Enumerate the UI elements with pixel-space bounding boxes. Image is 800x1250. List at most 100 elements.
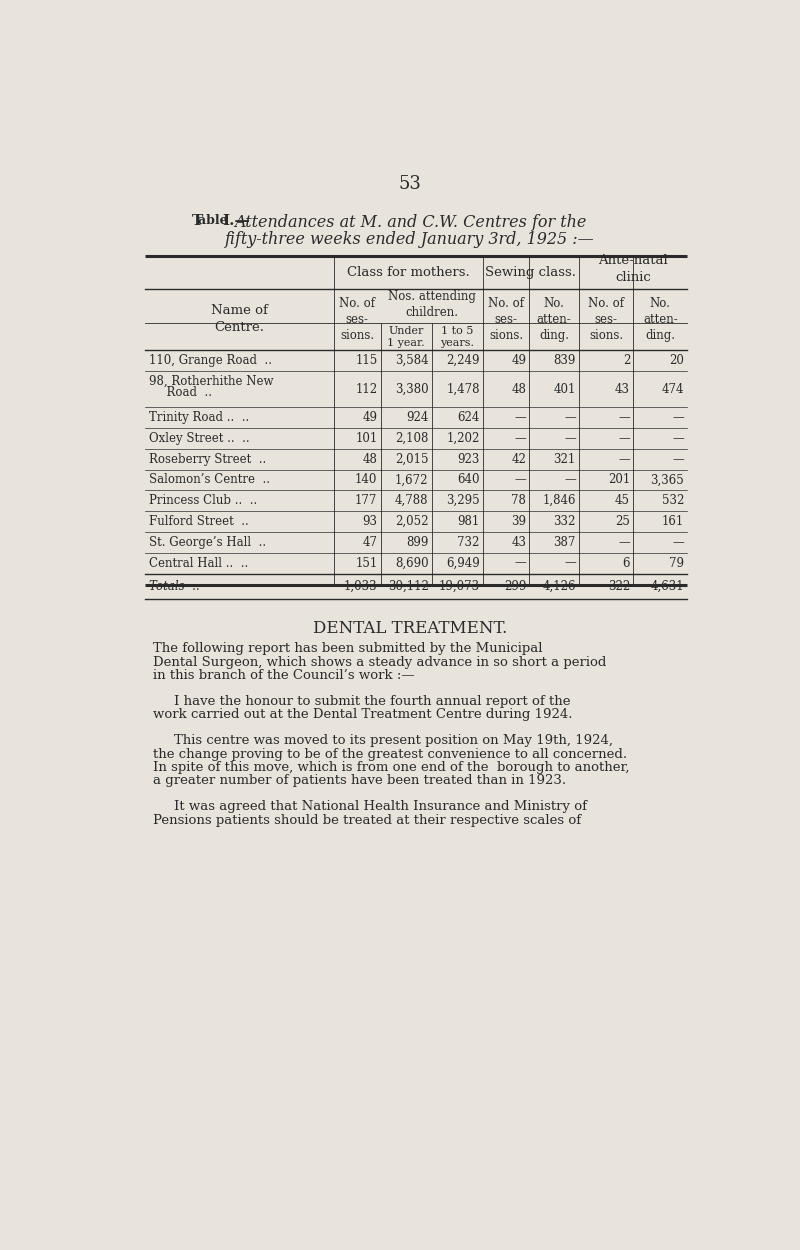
Text: 2: 2 [622, 354, 630, 367]
Text: It was agreed that National Health Insurance and Ministry of: It was agreed that National Health Insur… [174, 800, 586, 814]
Text: The following report has been submitted by the Municipal: The following report has been submitted … [153, 642, 542, 655]
Text: 1,478: 1,478 [446, 382, 480, 395]
Text: 79: 79 [670, 556, 684, 570]
Text: —: — [618, 411, 630, 424]
Text: 839: 839 [554, 354, 576, 367]
Text: 161: 161 [662, 515, 684, 528]
Text: 401: 401 [554, 382, 576, 395]
Text: —: — [673, 536, 684, 549]
Text: Oxley Street ..  ..: Oxley Street .. .. [149, 431, 250, 445]
Text: 177: 177 [355, 494, 378, 508]
Text: Fulford Street  ..: Fulford Street .. [149, 515, 249, 528]
Text: 48: 48 [511, 382, 526, 395]
Text: Attendances at M. and C.W. Centres for the: Attendances at M. and C.W. Centres for t… [234, 214, 586, 231]
Text: —: — [673, 411, 684, 424]
Text: 1,846: 1,846 [542, 494, 576, 508]
Text: 4,788: 4,788 [395, 494, 429, 508]
Text: 1,672: 1,672 [395, 474, 429, 486]
Text: No. of
ses-
sions.: No. of ses- sions. [588, 298, 624, 343]
Text: DENTAL TREATMENT.: DENTAL TREATMENT. [313, 620, 507, 638]
Text: work carried out at the Dental Treatment Centre during 1924.: work carried out at the Dental Treatment… [153, 709, 572, 721]
Text: 1,033: 1,033 [344, 580, 378, 592]
Text: —: — [618, 536, 630, 549]
Text: the change proving to be of the greatest convenience to all concerned.: the change proving to be of the greatest… [153, 748, 627, 760]
Text: 3,380: 3,380 [395, 382, 429, 395]
Text: Under
1 year.: Under 1 year. [387, 325, 425, 348]
Text: 322: 322 [608, 580, 630, 592]
Text: 387: 387 [554, 536, 576, 549]
Text: —: — [564, 474, 576, 486]
Text: 6: 6 [622, 556, 630, 570]
Text: Ante-natal
clinic: Ante-natal clinic [598, 254, 668, 284]
Text: I have the honour to submit the fourth annual report of the: I have the honour to submit the fourth a… [174, 695, 570, 708]
Text: Roseberry Street  ..: Roseberry Street .. [149, 452, 266, 466]
Text: 151: 151 [355, 556, 378, 570]
Text: 321: 321 [554, 452, 576, 466]
Text: Salomon’s Centre  ..: Salomon’s Centre .. [149, 474, 270, 486]
Text: —: — [514, 556, 526, 570]
Text: This centre was moved to its present position on May 19th, 1924,: This centre was moved to its present pos… [174, 734, 613, 748]
Text: Name of
Centre.: Name of Centre. [211, 305, 268, 335]
Text: —: — [514, 474, 526, 486]
Text: 101: 101 [355, 431, 378, 445]
Text: 4,631: 4,631 [650, 580, 684, 592]
Text: Class for mothers.: Class for mothers. [347, 266, 470, 279]
Text: —: — [618, 431, 630, 445]
Text: 98, Rotherhithe New: 98, Rotherhithe New [149, 375, 274, 388]
Text: Dental Surgeon, which shows a steady advance in so short a period: Dental Surgeon, which shows a steady adv… [153, 655, 606, 669]
Text: 140: 140 [355, 474, 378, 486]
Text: No.
atten-
ding.: No. atten- ding. [643, 298, 678, 343]
Text: 4,126: 4,126 [542, 580, 576, 592]
Text: 1 to 5
years.: 1 to 5 years. [440, 325, 474, 348]
Text: 332: 332 [554, 515, 576, 528]
Text: 49: 49 [511, 354, 526, 367]
Text: 30,112: 30,112 [388, 580, 429, 592]
Text: in this branch of the Council’s work :—: in this branch of the Council’s work :— [153, 669, 414, 682]
Text: —: — [564, 556, 576, 570]
Text: 299: 299 [504, 580, 526, 592]
Text: No. of
ses-
sions.: No. of ses- sions. [488, 298, 524, 343]
Text: 3,365: 3,365 [650, 474, 684, 486]
Text: Road  ..: Road .. [159, 385, 212, 399]
Text: No. of
ses-
sions.: No. of ses- sions. [339, 298, 375, 343]
Text: 48: 48 [362, 452, 378, 466]
Text: 8,690: 8,690 [395, 556, 429, 570]
Text: 924: 924 [406, 411, 429, 424]
Text: No.
atten-
ding.: No. atten- ding. [537, 298, 571, 343]
Text: 93: 93 [362, 515, 378, 528]
Text: 25: 25 [615, 515, 630, 528]
Text: 110, Grange Road  ..: 110, Grange Road .. [149, 354, 272, 367]
Text: Trinity Road ..  ..: Trinity Road .. .. [149, 411, 249, 424]
Text: 899: 899 [406, 536, 429, 549]
Text: 3,584: 3,584 [395, 354, 429, 367]
Text: —: — [618, 452, 630, 466]
Text: 53: 53 [398, 175, 422, 192]
Text: In spite of this move, which is from one end of the  borough to another,: In spite of this move, which is from one… [153, 761, 630, 774]
Text: 115: 115 [355, 354, 378, 367]
Text: able: able [198, 214, 232, 228]
Text: 112: 112 [355, 382, 378, 395]
Text: 2,052: 2,052 [395, 515, 429, 528]
Text: Central Hall ..  ..: Central Hall .. .. [149, 556, 248, 570]
Text: 624: 624 [458, 411, 480, 424]
Text: 47: 47 [362, 536, 378, 549]
Text: St. George’s Hall  ..: St. George’s Hall .. [149, 536, 266, 549]
Text: 732: 732 [458, 536, 480, 549]
Text: 45: 45 [615, 494, 630, 508]
Text: 640: 640 [458, 474, 480, 486]
Text: 20: 20 [670, 354, 684, 367]
Text: Totals  ..: Totals .. [149, 580, 199, 592]
Text: 923: 923 [458, 452, 480, 466]
Text: 3,295: 3,295 [446, 494, 480, 508]
Text: a greater number of patients have been treated than in 1923.: a greater number of patients have been t… [153, 775, 566, 788]
Text: 39: 39 [511, 515, 526, 528]
Text: —: — [673, 431, 684, 445]
Text: 2,249: 2,249 [446, 354, 480, 367]
Text: 532: 532 [662, 494, 684, 508]
Text: 474: 474 [662, 382, 684, 395]
Text: 43: 43 [615, 382, 630, 395]
Text: 42: 42 [511, 452, 526, 466]
Text: 2,015: 2,015 [395, 452, 429, 466]
Text: 6,949: 6,949 [446, 556, 480, 570]
Text: fifty-three weeks ended January 3rd, 1925 :—: fifty-three weeks ended January 3rd, 192… [225, 231, 595, 248]
